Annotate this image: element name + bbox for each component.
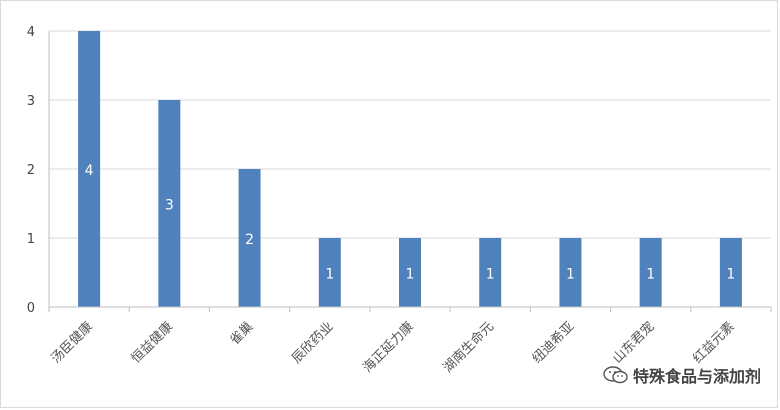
category-label: 辰欣药业: [289, 319, 336, 366]
bar: [78, 31, 101, 307]
data-label: 1: [486, 267, 495, 283]
category-label: 恒益健康: [128, 319, 176, 367]
data-label: 1: [406, 267, 415, 283]
y-axis: 0 1 2 3 4: [27, 25, 50, 316]
data-label: 1: [325, 267, 334, 283]
category-label: 汤臣健康: [48, 319, 96, 367]
y-tick-label: 1: [27, 232, 35, 247]
category-label: 雀巢: [227, 319, 256, 348]
data-label: 1: [726, 267, 735, 283]
category-label: 湖南生命元: [440, 319, 497, 376]
data-label: 3: [165, 198, 174, 214]
bars: 4 3 2 1 1 1 1 1 1: [78, 31, 742, 307]
category-label: 红益元素: [690, 319, 738, 367]
bar: [639, 238, 662, 307]
bar: [318, 238, 341, 307]
data-label: 1: [646, 267, 655, 283]
category-label: 山东君宠: [609, 319, 657, 367]
category-label: 纽迪希亚: [530, 319, 577, 366]
bar: [399, 238, 421, 307]
wechat-icon: [603, 366, 628, 384]
bar: [238, 169, 261, 307]
y-tick-label: 4: [27, 25, 35, 40]
bar: [719, 238, 742, 307]
category-label: 海正延力康: [360, 319, 417, 376]
y-tick-label: 0: [27, 301, 35, 316]
watermark: 特殊食品与添加剂: [600, 363, 763, 387]
bar: [559, 238, 582, 307]
y-tick-label: 3: [27, 94, 35, 109]
bar: [158, 100, 181, 307]
data-label: 1: [566, 267, 575, 283]
y-tick-label: 2: [27, 163, 35, 178]
watermark-text: 特殊食品与添加剂: [632, 367, 761, 386]
bar: [479, 238, 502, 307]
data-label: 4: [85, 163, 94, 179]
data-label: 2: [245, 232, 254, 248]
gridlines: [49, 30, 771, 239]
